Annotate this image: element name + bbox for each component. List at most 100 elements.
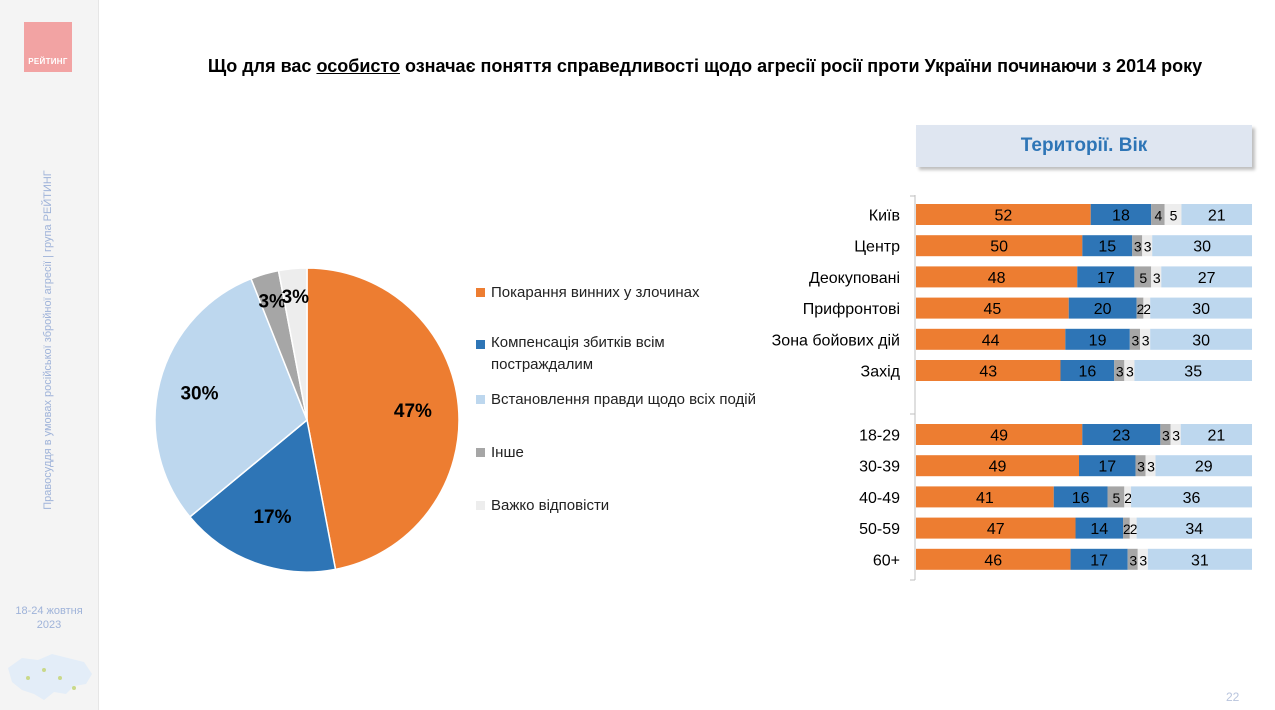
bar-data-label-0-0: 52 bbox=[994, 208, 1012, 225]
bar-data-label-6-0: 49 bbox=[990, 428, 1008, 445]
bar-segment-3-0 bbox=[916, 297, 1069, 319]
bar-segment-6-3 bbox=[1170, 424, 1181, 445]
bar-segment-8-1 bbox=[1053, 486, 1108, 508]
pie-slice-4 bbox=[277, 267, 308, 421]
bar-segment-9-2 bbox=[1123, 517, 1130, 539]
title-underlined: особисто bbox=[316, 56, 400, 76]
bar-segment-0-4 bbox=[1181, 204, 1252, 225]
legend-swatch-truth bbox=[476, 395, 485, 404]
bar-segment-2-0 bbox=[916, 266, 1078, 288]
legend-label-compensation: Компенсація збитків всім постраждалим bbox=[491, 334, 665, 373]
bar-data-label-9-4: 34 bbox=[1185, 521, 1203, 538]
brand-logo-text: РЕЙТИНГ bbox=[28, 57, 68, 66]
bar-segment-1-0 bbox=[916, 235, 1083, 257]
bar-category-label-10: 60+ bbox=[873, 552, 900, 569]
bar-data-label-1-0: 50 bbox=[990, 239, 1008, 256]
pie-data-label-3: 3% bbox=[258, 291, 286, 312]
bar-data-label-2-3: 3 bbox=[1153, 270, 1161, 286]
bar-segment-1-4 bbox=[1152, 235, 1252, 257]
bar-data-label-1-4: 30 bbox=[1193, 239, 1211, 256]
bar-data-label-8-4: 36 bbox=[1183, 490, 1201, 507]
bar-category-label-5: Захід bbox=[861, 364, 901, 381]
ukraine-map-icon bbox=[8, 654, 92, 700]
bar-data-label-10-3: 3 bbox=[1139, 552, 1147, 568]
bar-segment-8-3 bbox=[1124, 486, 1132, 508]
bar-segment-10-1 bbox=[1070, 548, 1128, 570]
bar-segment-7-1 bbox=[1079, 455, 1136, 477]
bar-category-label-6: 18-29 bbox=[859, 428, 900, 445]
legend-item-truth: Встановлення правди щодо всіх подій bbox=[476, 391, 791, 408]
bar-data-label-1-1: 15 bbox=[1098, 239, 1116, 256]
bar-segment-1-3 bbox=[1142, 235, 1153, 257]
bar-segment-3-3 bbox=[1143, 297, 1151, 319]
page-number: 22 bbox=[1226, 690, 1240, 704]
bar-data-label-2-0: 48 bbox=[988, 270, 1006, 287]
bar-segment-5-4 bbox=[1134, 360, 1252, 381]
legend-label-punishment: Покарання винних у злочинах bbox=[491, 284, 700, 301]
bar-data-label-0-4: 21 bbox=[1208, 208, 1226, 225]
survey-dates-line1: 18-24 жовтня bbox=[15, 605, 83, 617]
bar-segment-9-1 bbox=[1075, 517, 1124, 539]
bar-data-label-10-0: 46 bbox=[984, 552, 1002, 569]
bar-category-label-2: Деокуповані bbox=[809, 270, 900, 287]
bar-data-label-4-3: 3 bbox=[1142, 332, 1150, 348]
bar-segment-10-0 bbox=[916, 548, 1071, 570]
bar-segment-8-4 bbox=[1131, 486, 1252, 508]
bar-segment-5-1 bbox=[1060, 360, 1115, 381]
pie-data-label-0: 47% bbox=[394, 401, 432, 422]
bar-segment-2-4 bbox=[1161, 266, 1252, 288]
sidebar: РЕЙТИНГ Правосуддя в умовах російської з… bbox=[0, 0, 99, 710]
bar-data-label-8-2: 5 bbox=[1113, 490, 1121, 506]
bar-segment-7-3 bbox=[1145, 455, 1156, 477]
legend-item-hard-to-say: Важко відповісти bbox=[476, 497, 609, 514]
page-title: Що для вас особисто означає поняття спра… bbox=[100, 56, 1275, 77]
bar-segment-3-4 bbox=[1150, 297, 1252, 319]
bar-segment-4-3 bbox=[1140, 328, 1151, 350]
bar-category-label-7: 30-39 bbox=[859, 459, 900, 476]
bar-data-label-4-1: 19 bbox=[1089, 332, 1107, 349]
bar-segment-8-0 bbox=[916, 486, 1054, 508]
bar-segment-3-1 bbox=[1068, 297, 1137, 319]
pie-slice-2 bbox=[154, 277, 308, 518]
pie-data-label-2: 30% bbox=[180, 383, 218, 404]
bar-data-label-5-0: 43 bbox=[979, 364, 997, 381]
legend-swatch-compensation bbox=[476, 340, 485, 349]
bar-segment-2-3 bbox=[1151, 266, 1162, 288]
bar-segment-2-1 bbox=[1077, 266, 1135, 288]
bar-segment-1-2 bbox=[1132, 235, 1143, 257]
bar-segment-6-2 bbox=[1160, 424, 1171, 445]
bar-category-label-0: Київ bbox=[869, 208, 900, 225]
bar-data-label-4-0: 44 bbox=[982, 332, 1000, 349]
bar-data-label-6-3: 3 bbox=[1172, 428, 1180, 444]
bar-data-label-3-2: 2 bbox=[1137, 301, 1145, 317]
bar-data-label-7-3: 3 bbox=[1147, 459, 1155, 475]
bar-data-label-5-1: 16 bbox=[1078, 364, 1096, 381]
bar-segment-7-0 bbox=[916, 455, 1080, 477]
bar-segment-0-1 bbox=[1090, 204, 1152, 225]
bar-segment-10-2 bbox=[1127, 548, 1138, 570]
bar-segment-9-4 bbox=[1136, 517, 1252, 539]
bar-data-label-6-4: 21 bbox=[1207, 428, 1225, 445]
pie-slice-0 bbox=[306, 267, 460, 571]
bar-segment-6-1 bbox=[1082, 424, 1161, 445]
bar-data-label-3-1: 20 bbox=[1094, 301, 1112, 318]
bar-data-label-9-1: 14 bbox=[1090, 521, 1108, 538]
bar-data-label-5-2: 3 bbox=[1116, 364, 1124, 380]
bar-data-label-2-1: 17 bbox=[1097, 270, 1115, 287]
bar-data-label-0-2: 4 bbox=[1155, 208, 1163, 224]
bar-data-label-9-3: 2 bbox=[1130, 521, 1138, 537]
bar-data-label-0-1: 18 bbox=[1112, 208, 1130, 225]
bar-data-label-4-2: 3 bbox=[1132, 332, 1140, 348]
bar-data-label-7-2: 3 bbox=[1137, 459, 1145, 475]
bar-data-label-1-3: 3 bbox=[1144, 239, 1152, 255]
bar-data-label-9-2: 2 bbox=[1123, 521, 1131, 537]
bar-data-label-9-0: 47 bbox=[987, 521, 1005, 538]
legend-swatch-other bbox=[476, 448, 485, 457]
bar-category-label-8: 40-49 bbox=[859, 490, 900, 507]
bar-data-label-8-1: 16 bbox=[1072, 490, 1090, 507]
survey-dates: 18-24 жовтня 2023 bbox=[0, 604, 98, 632]
bar-segment-4-2 bbox=[1129, 328, 1140, 350]
bar-segment-9-0 bbox=[916, 517, 1076, 539]
bar-data-label-7-1: 17 bbox=[1098, 459, 1116, 476]
pie-chart: 47% 17% 30% 3%3% bbox=[154, 267, 460, 573]
